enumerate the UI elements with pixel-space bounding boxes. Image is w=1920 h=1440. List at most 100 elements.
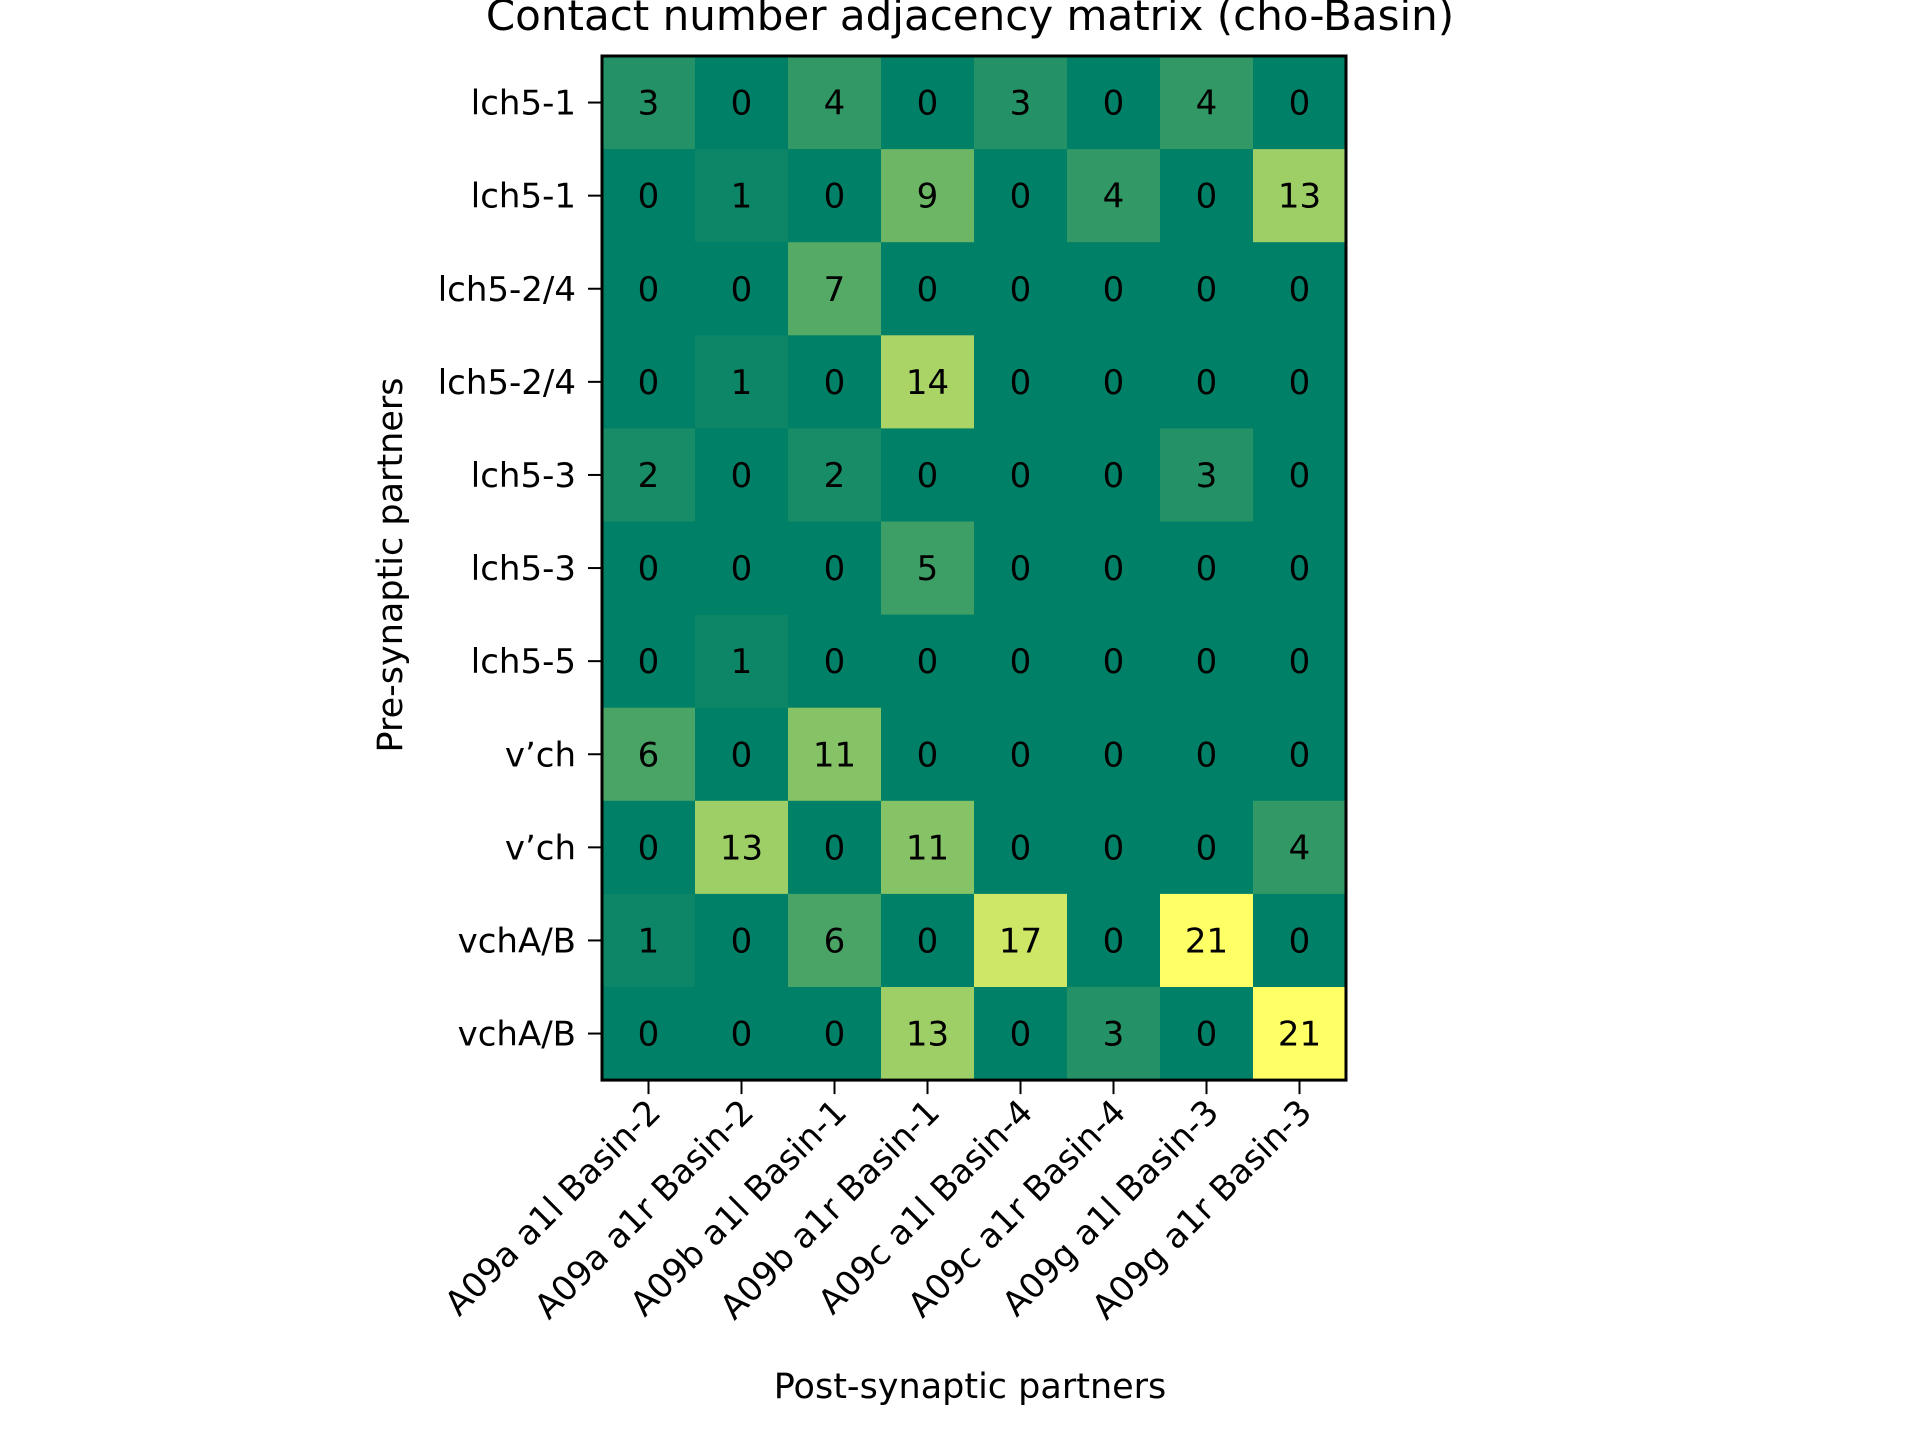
cell-value-label: 0: [1103, 270, 1125, 310]
cell-value-label: 0: [824, 828, 846, 868]
heatmap-cell: [1253, 521, 1347, 616]
heatmap-cell: [602, 56, 696, 150]
cell-value-label: 0: [824, 177, 846, 217]
heatmap-cell: [974, 521, 1068, 616]
heatmap-cell: [1160, 242, 1254, 336]
cell-value-label: 0: [638, 270, 660, 310]
cell-value-label: 11: [906, 828, 949, 868]
heatmap-cell: [1253, 56, 1347, 150]
cell-value-label: 0: [1103, 456, 1125, 496]
heatmap-cell: [1253, 987, 1347, 1081]
heatmap-cell: [1067, 149, 1161, 243]
heatmap-cell: [1160, 335, 1254, 429]
cell-value-label: 0: [1103, 84, 1125, 124]
cell-value-label: 4: [1289, 828, 1311, 868]
heatmap-cell: [1067, 521, 1161, 616]
heatmap-cell: [1253, 707, 1347, 802]
heatmap-cell: [1067, 987, 1161, 1081]
cell-value-label: 3: [1010, 84, 1032, 124]
heatmap-cell: [602, 335, 696, 429]
cell-value-label: 0: [731, 735, 753, 775]
cell-value-label: 0: [731, 84, 753, 124]
y-axis-label: Pre-synaptic partners: [371, 377, 411, 752]
y-tick-label: vchA/B: [458, 1015, 576, 1055]
heatmap-cell: [1067, 614, 1161, 709]
cell-value-label: 0: [638, 549, 660, 589]
heatmap-cell: [1160, 149, 1254, 243]
cell-value-label: 5: [917, 549, 939, 589]
cell-value-label: 17: [999, 921, 1042, 961]
heatmap-cell: [602, 893, 696, 988]
cell-value-label: 0: [1289, 642, 1311, 682]
heatmap-cell: [974, 56, 1068, 150]
y-tick-label: lch5-2/4: [438, 363, 576, 403]
heatmap-cell: [788, 800, 882, 895]
heatmap-cell: [1160, 800, 1254, 895]
cell-value-label: 0: [1010, 177, 1032, 217]
cell-value-label: 0: [917, 84, 939, 124]
cell-value-label: 0: [638, 828, 660, 868]
heatmap-cell: [1253, 149, 1347, 243]
heatmap-cell: [974, 614, 1068, 709]
heatmap-cell: [1067, 428, 1161, 522]
heatmap-cell: [1067, 707, 1161, 802]
heatmap-cell: [881, 56, 975, 150]
cell-value-label: 0: [824, 1015, 846, 1055]
cell-value-label: 0: [1289, 270, 1311, 310]
cell-value-label: 4: [1103, 177, 1125, 217]
heatmap-cell: [974, 242, 1068, 336]
cell-value-label: 0: [1289, 456, 1311, 496]
cell-value-label: 0: [1103, 921, 1125, 961]
cell-value-label: 0: [1289, 921, 1311, 961]
cell-value-label: 0: [824, 642, 846, 682]
y-axis-ticks: lch5-1 lch5-1 lch5-2/4 lch5-2/4 lch5-3 lch5-3…: [438, 84, 602, 1055]
heatmap-cell: [788, 893, 882, 988]
cell-value-label: 0: [1196, 363, 1218, 403]
heatmap-cell: [1253, 428, 1347, 522]
cell-value-label: 4: [1196, 84, 1218, 124]
heatmap-cell: [602, 987, 696, 1081]
heatmap-cell: [1067, 335, 1161, 429]
heatmap-cell: [602, 242, 696, 336]
heatmap-cell: [1160, 987, 1254, 1081]
x-axis-label: Post-synaptic partners: [774, 1367, 1167, 1407]
cell-value-label: 0: [1010, 828, 1032, 868]
cell-value-label: 0: [1289, 84, 1311, 124]
heatmap-cell: [788, 521, 882, 616]
heatmap-cell: [602, 614, 696, 709]
heatmap-cell: [695, 521, 789, 616]
cell-value-label: 0: [638, 1015, 660, 1055]
cell-value-label: 3: [1196, 456, 1218, 496]
cell-value-label: 0: [1010, 642, 1032, 682]
cell-value-label: 1: [731, 363, 753, 403]
heatmap-cell: [1253, 242, 1347, 336]
cell-value-label: 0: [1010, 549, 1032, 589]
heatmap-cell: [974, 428, 1068, 522]
heatmap-cell: [788, 335, 882, 429]
cell-value-label: 1: [638, 921, 660, 961]
heatmap-cell: [1160, 56, 1254, 150]
cell-value-label: 0: [1289, 549, 1311, 589]
heatmap-cell: [974, 149, 1068, 243]
heatmap-cell: [695, 893, 789, 988]
y-tick-label: lch5-5: [471, 642, 576, 682]
heatmap-cell: [1253, 614, 1347, 709]
cell-value-label: 0: [1103, 642, 1125, 682]
heatmap-cell: [881, 335, 975, 429]
cell-value-label: 0: [638, 177, 660, 217]
heatmap-cell: [881, 521, 975, 616]
cell-value-label: 0: [1196, 177, 1218, 217]
cell-value-label: 0: [1289, 735, 1311, 775]
heatmap-cell: [788, 987, 882, 1081]
heatmap-cell: [881, 149, 975, 243]
heatmap-cell: [1160, 614, 1254, 709]
cell-value-label: 0: [1289, 363, 1311, 403]
cell-value-label: 0: [1010, 735, 1032, 775]
cell-value-label: 0: [1196, 549, 1218, 589]
heatmap-cell: [1067, 56, 1161, 150]
heatmap-cell: [1160, 521, 1254, 616]
cell-value-label: 1: [731, 642, 753, 682]
y-tick-label: lch5-2/4: [438, 270, 576, 310]
heatmap-cell: [788, 149, 882, 243]
cell-value-label: 9: [917, 177, 939, 217]
